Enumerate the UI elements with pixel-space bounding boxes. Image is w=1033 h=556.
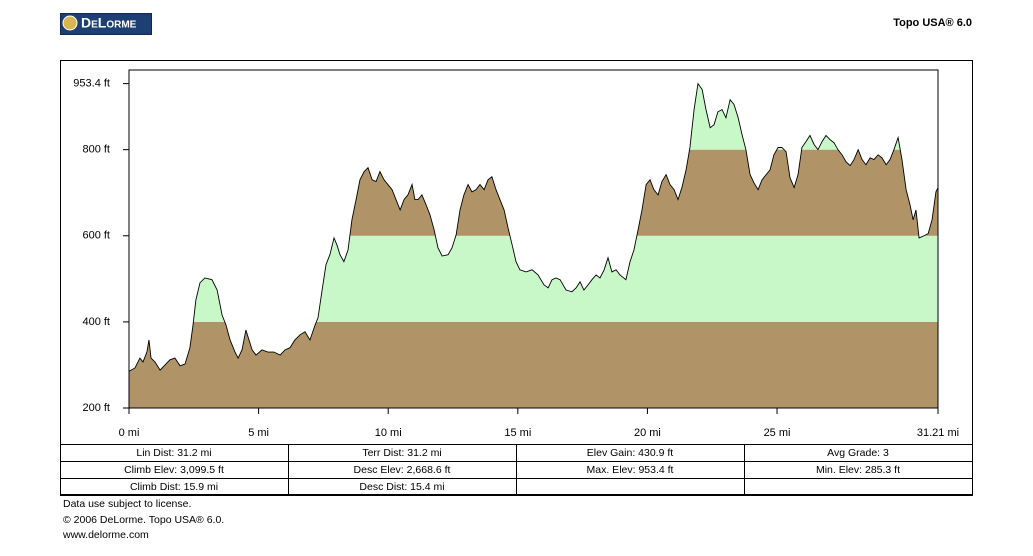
footer-line: www.delorme.com bbox=[62, 529, 149, 541]
logo-text: DeLorme bbox=[81, 15, 137, 31]
stats-text: Min. Elev: 285.3 ft bbox=[816, 464, 900, 476]
x-tick-label: 5 mi bbox=[248, 427, 269, 439]
y-tick-label: 400 ft bbox=[82, 316, 110, 328]
logo-globe bbox=[62, 15, 78, 31]
plot-frame bbox=[128, 69, 939, 409]
y-tick-label: 200 ft bbox=[82, 402, 110, 414]
stats-text: Desc Dist: 15.4 mi bbox=[359, 481, 444, 493]
x-tick-label: 15 mi bbox=[504, 427, 531, 439]
elevation-band bbox=[129, 321, 938, 408]
product-name: Topo USA® 6.0 bbox=[893, 17, 972, 29]
elevation-line bbox=[128, 82, 939, 372]
footer-line: Data use subject to license. bbox=[63, 498, 191, 510]
y-tick-label: 800 ft bbox=[82, 144, 110, 156]
logo bbox=[60, 13, 152, 35]
x-tick-label: 20 mi bbox=[634, 427, 661, 439]
stats-text: Climb Elev: 3,099.5 ft bbox=[124, 464, 224, 476]
x-tick-label: 31.21 mi bbox=[917, 427, 959, 439]
elevation-band bbox=[129, 235, 938, 322]
stats-text: Lin Dist: 31.2 mi bbox=[136, 447, 211, 459]
stats-text: Terr Dist: 31.2 mi bbox=[362, 447, 441, 459]
stats-cell bbox=[744, 478, 973, 496]
y-tick-label: 953.4 ft bbox=[73, 78, 110, 90]
x-tick-label: 25 mi bbox=[764, 427, 791, 439]
x-tick-label: 10 mi bbox=[375, 427, 402, 439]
y-tick-label: 600 ft bbox=[82, 230, 110, 242]
stats-text: Elev Gain: 430.9 ft bbox=[587, 447, 673, 459]
elevation-band bbox=[129, 70, 938, 84]
stats-text: Avg Grade: 3 bbox=[827, 447, 889, 459]
x-tick-label: 0 mi bbox=[119, 427, 140, 439]
elevation-band bbox=[129, 83, 938, 150]
footer-line: © 2006 DeLorme. Topo USA® 6.0. bbox=[63, 514, 224, 526]
stats-text: Climb Dist: 15.9 mi bbox=[130, 481, 218, 493]
stats-text: Desc Elev: 2,668.6 ft bbox=[354, 464, 451, 476]
stats-text: Max. Elev: 953.4 ft bbox=[587, 464, 674, 476]
elevation-band bbox=[129, 149, 938, 236]
bands bbox=[129, 70, 938, 408]
stats-cell bbox=[516, 478, 745, 496]
